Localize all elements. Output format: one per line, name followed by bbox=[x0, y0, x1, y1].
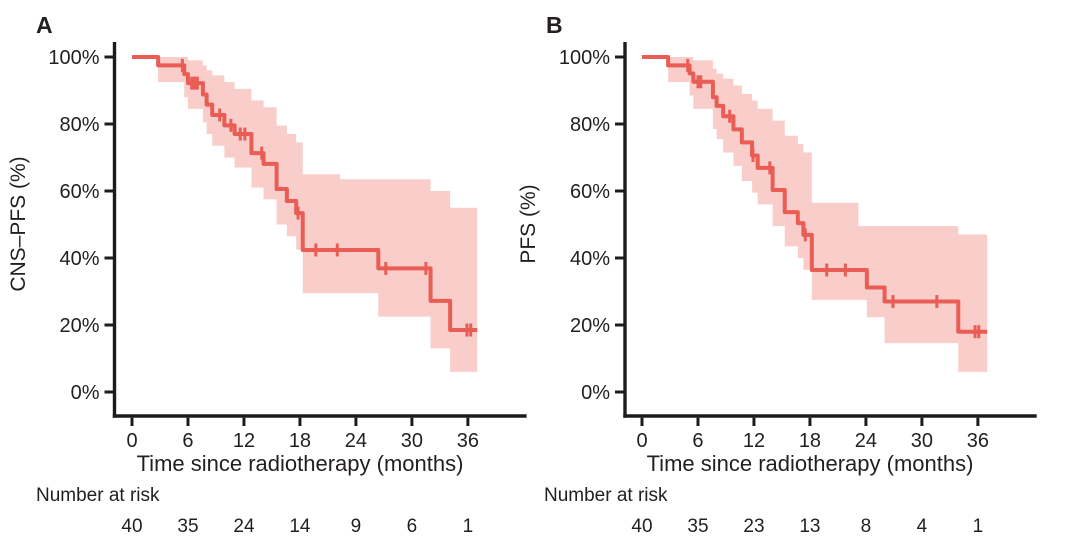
risk-count: 1 bbox=[462, 516, 474, 537]
y-tick-label: 0% bbox=[581, 382, 610, 404]
panel-b-letter: B bbox=[546, 12, 563, 38]
panel-b-y-axis-title: PFS (%) bbox=[517, 184, 540, 264]
x-tick-label: 0 bbox=[636, 430, 647, 452]
panel-a-plot: 0% 20% 40% 60% 80% 100% 0 6 12 18 24 30 36 bbox=[48, 42, 527, 452]
risk-count: 24 bbox=[233, 516, 255, 537]
y-tick-label: 100% bbox=[48, 47, 99, 69]
y-tick-label: 100% bbox=[559, 47, 610, 69]
panel-b-number-at-risk-label: Number at risk bbox=[544, 485, 668, 506]
y-tick-label: 20% bbox=[59, 315, 99, 337]
risk-count: 1 bbox=[972, 516, 984, 537]
confidence-band bbox=[668, 57, 988, 372]
x-tick-label: 36 bbox=[457, 430, 479, 452]
x-tick-label: 18 bbox=[289, 430, 311, 452]
risk-count: 35 bbox=[177, 516, 199, 537]
x-tick-label: 30 bbox=[911, 430, 933, 452]
risk-count: 35 bbox=[687, 516, 709, 537]
panel-a-x-axis-title: Time since radiotherapy (months) bbox=[136, 451, 464, 476]
panel-a-letter: A bbox=[36, 12, 53, 38]
y-tick-label: 20% bbox=[570, 315, 610, 337]
risk-count: 9 bbox=[350, 516, 362, 537]
panel-a-y-axis-title: CNS–PFS (%) bbox=[7, 156, 30, 292]
x-tick-label: 36 bbox=[967, 430, 989, 452]
y-tick-label: 40% bbox=[570, 248, 610, 270]
x-tick-label: 0 bbox=[126, 430, 137, 452]
y-tick-label: 60% bbox=[570, 181, 610, 203]
risk-count: 23 bbox=[743, 516, 765, 537]
risk-count: 13 bbox=[799, 516, 821, 537]
x-tick-label: 30 bbox=[401, 430, 423, 452]
x-tick-label: 18 bbox=[799, 430, 821, 452]
risk-count: 6 bbox=[406, 516, 418, 537]
survival-curve bbox=[132, 55, 478, 333]
panel-b-x-axis-title: Time since radiotherapy (months) bbox=[646, 451, 974, 476]
panel-b-plot: 0% 20% 40% 60% 80% 100% 0 6 12 18 24 30 36 bbox=[559, 42, 1037, 452]
x-tick-label: 24 bbox=[345, 430, 367, 452]
x-tick-label: 6 bbox=[692, 430, 703, 452]
x-tick-label: 6 bbox=[182, 430, 193, 452]
x-tick-label: 24 bbox=[855, 430, 877, 452]
y-tick-label: 60% bbox=[59, 181, 99, 203]
y-tick-label: 0% bbox=[71, 382, 100, 404]
y-tick-label: 80% bbox=[59, 114, 99, 136]
risk-count: 4 bbox=[916, 516, 928, 537]
y-tick-label: 40% bbox=[59, 248, 99, 270]
x-tick-label: 12 bbox=[743, 430, 765, 452]
risk-count: 40 bbox=[631, 516, 653, 537]
y-tick-label: 80% bbox=[570, 114, 610, 136]
x-tick-label: 12 bbox=[233, 430, 255, 452]
risk-count: 40 bbox=[121, 516, 143, 537]
risk-count: 14 bbox=[289, 516, 311, 537]
panel-a-number-at-risk-label: Number at risk bbox=[36, 485, 160, 506]
risk-count: 8 bbox=[860, 516, 872, 537]
